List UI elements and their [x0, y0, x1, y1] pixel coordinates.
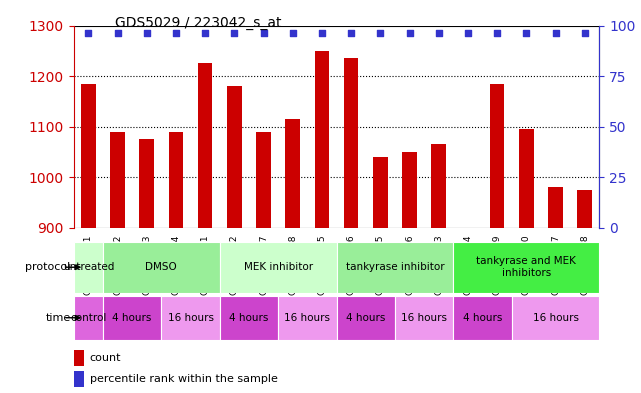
Point — [112, 30, 122, 36]
Point — [492, 30, 503, 36]
Bar — [198, 64, 212, 228]
Point — [200, 30, 210, 36]
Bar — [278, 296, 337, 340]
Text: GDS5029 / 223042_s_at: GDS5029 / 223042_s_at — [115, 16, 282, 30]
Text: 4 hours: 4 hours — [346, 313, 385, 323]
Point — [521, 30, 531, 36]
Bar — [315, 51, 329, 228]
Point — [404, 30, 415, 36]
Bar — [337, 296, 395, 340]
Point — [463, 30, 473, 36]
Text: percentile rank within the sample: percentile rank within the sample — [90, 374, 278, 384]
Point — [346, 30, 356, 36]
Point — [83, 30, 94, 36]
Point — [375, 30, 385, 36]
Point — [142, 30, 152, 36]
Text: 4 hours: 4 hours — [112, 313, 152, 323]
Bar — [431, 145, 446, 228]
Bar — [519, 129, 533, 228]
Bar — [490, 84, 504, 228]
Bar — [337, 242, 453, 293]
Text: 4 hours: 4 hours — [463, 313, 502, 323]
Text: tankyrase and MEK
inhibitors: tankyrase and MEK inhibitors — [476, 257, 576, 278]
Text: control: control — [70, 313, 106, 323]
Point — [317, 30, 327, 36]
Text: 16 hours: 16 hours — [401, 313, 447, 323]
Bar — [512, 296, 599, 340]
Bar — [220, 242, 337, 293]
Text: 16 hours: 16 hours — [167, 313, 213, 323]
Bar — [453, 242, 599, 293]
Bar — [81, 84, 96, 228]
Bar — [74, 371, 84, 387]
Bar — [395, 296, 453, 340]
Point — [551, 30, 561, 36]
Bar — [344, 59, 358, 228]
Text: tankyrase inhibitor: tankyrase inhibitor — [345, 262, 444, 272]
Bar — [103, 296, 162, 340]
Bar — [403, 152, 417, 228]
Bar — [103, 242, 220, 293]
Text: untreated: untreated — [63, 262, 114, 272]
Bar — [578, 190, 592, 228]
Text: MEK inhibitor: MEK inhibitor — [244, 262, 313, 272]
Text: 4 hours: 4 hours — [229, 313, 269, 323]
Point — [229, 30, 240, 36]
Bar — [140, 140, 154, 228]
Bar — [74, 350, 84, 366]
Bar — [74, 242, 103, 293]
Bar — [162, 296, 220, 340]
Point — [579, 30, 590, 36]
Text: 16 hours: 16 hours — [533, 313, 579, 323]
Bar — [548, 187, 563, 228]
Point — [258, 30, 269, 36]
Text: time: time — [46, 313, 71, 323]
Bar — [220, 296, 278, 340]
Bar — [74, 296, 103, 340]
Bar — [256, 132, 271, 228]
Bar — [453, 296, 512, 340]
Text: 16 hours: 16 hours — [285, 313, 330, 323]
Bar — [373, 157, 388, 228]
Point — [288, 30, 298, 36]
Bar — [285, 119, 300, 228]
Text: DMSO: DMSO — [146, 262, 177, 272]
Point — [433, 30, 444, 36]
Bar — [227, 86, 242, 228]
Text: protocol: protocol — [25, 262, 71, 272]
Point — [171, 30, 181, 36]
Bar — [169, 132, 183, 228]
Bar — [110, 132, 125, 228]
Text: count: count — [90, 353, 121, 363]
